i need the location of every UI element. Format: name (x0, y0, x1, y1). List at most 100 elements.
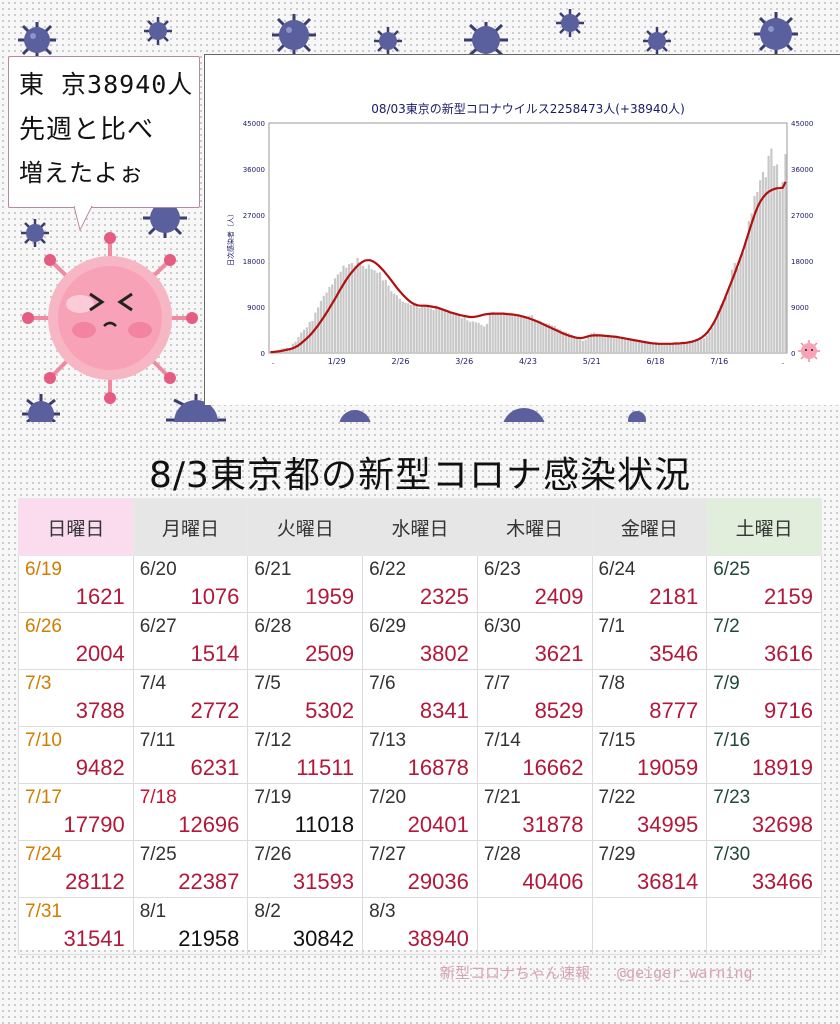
daily-case-bar (525, 316, 528, 353)
day-cell: 7/14 16662 (476, 726, 593, 784)
daily-case-bar (567, 333, 570, 353)
day-date: 7/16 (713, 730, 751, 751)
day-cell: 7/30 33466 (706, 840, 822, 898)
day-date: 6/19 (25, 559, 62, 580)
day-case-count: 20401 (407, 812, 469, 837)
virus-icon (503, 408, 545, 422)
daily-case-bar (531, 315, 534, 353)
x-tick-label: 1/29 (328, 357, 346, 366)
daily-case-bar (550, 325, 553, 353)
y-tick-label-right: 36000 (791, 166, 813, 174)
day-cell: 6/25 2159 (706, 555, 822, 613)
daily-case-bar (711, 327, 714, 353)
daily-case-bar (511, 315, 514, 353)
daily-case-bar (342, 265, 345, 353)
daily-case-bar (632, 339, 635, 353)
day-case-count: 1076 (190, 584, 240, 609)
day-case-count: 2409 (534, 584, 584, 609)
daily-case-bar (514, 315, 517, 353)
day-cell: 7/19 11018 (247, 783, 364, 841)
day-date: 8/3 (369, 901, 396, 922)
day-cell: 7/18 12696 (132, 783, 249, 841)
y-tick-label-right: 45000 (791, 120, 813, 128)
day-cell: 6/23 2409 (476, 555, 593, 613)
daily-case-bar (373, 270, 376, 353)
daily-case-bar (485, 323, 489, 353)
daily-case-bar (699, 339, 703, 353)
day-date: 7/20 (369, 787, 407, 808)
daily-case-bar (730, 269, 734, 353)
day-cell: 6/29 3802 (362, 612, 478, 670)
daily-case-bar (716, 310, 720, 353)
day-cell: 7/21 31878 (476, 783, 593, 841)
day-date: 7/26 (254, 844, 292, 865)
day-case-count: 22387 (178, 869, 240, 894)
daily-case-bar (432, 310, 435, 353)
day-case-count: 28112 (65, 869, 125, 894)
day-cell (476, 897, 593, 955)
daily-case-bar (494, 313, 497, 353)
daily-case-bar (491, 312, 494, 353)
day-cell: 7/22 34995 (591, 783, 708, 841)
daily-case-bar (418, 308, 421, 353)
day-cell: 7/29 36814 (591, 840, 708, 898)
daily-case-bar (604, 337, 607, 353)
table-row: 7/3 3788 7/4 2772 7/5 5302 7/6 8341 7/7 8529 7/8 87… (18, 669, 822, 727)
daily-case-bar (288, 347, 292, 353)
daily-case-bar (362, 265, 365, 353)
daily-case-bar (348, 264, 351, 353)
daily-case-bar (663, 344, 666, 353)
day-cell: 7/25 22387 (132, 840, 249, 898)
daily-case-bar (393, 293, 396, 353)
daily-case-bar (615, 336, 618, 353)
daily-case-bar (584, 339, 587, 353)
daily-case-bar (463, 315, 466, 353)
weekday-header: 金曜日 (591, 498, 708, 556)
daily-case-bar (471, 321, 475, 353)
weekday-header: 土曜日 (706, 498, 822, 556)
y-tick-label-right: 0 (791, 350, 795, 358)
day-date: 6/21 (254, 559, 292, 580)
calendar-table: 日曜日 月曜日 火曜日 水曜日 木曜日 金曜日 土曜日 6/19 1621 6/20… (18, 498, 822, 955)
day-case-count: 2181 (649, 584, 699, 609)
table-row: 6/19 1621 6/20 1076 6/21 1959 6/22 2325 6/23 2409… (18, 555, 822, 613)
day-case-count: 29036 (407, 869, 469, 894)
speech-line-2: 先週と比べ (19, 115, 155, 145)
day-case-count: 12696 (178, 812, 240, 837)
day-case-count: 18919 (751, 755, 813, 780)
daily-case-bar (652, 343, 655, 353)
daily-case-bar (556, 328, 559, 353)
y-tick-label-right: 27000 (791, 212, 813, 220)
day-case-count: 16878 (407, 755, 469, 780)
daily-case-bar (483, 326, 486, 353)
day-date: 7/21 (483, 787, 521, 808)
day-cell: 6/27 1514 (132, 612, 249, 670)
daily-case-bar (376, 272, 379, 353)
day-cell: 8/3 38940 (362, 897, 478, 955)
virus-icon (464, 22, 508, 58)
day-case-count: 21958 (178, 926, 240, 951)
daily-case-bar (576, 337, 579, 353)
daily-case-bar (564, 332, 568, 353)
day-case-count: 19059 (637, 755, 699, 780)
daily-case-bar (683, 343, 686, 353)
daily-case-bar (508, 312, 511, 353)
day-cell: 7/20 20401 (362, 783, 478, 841)
virus-icon (21, 219, 49, 247)
daily-case-bar (666, 343, 669, 353)
daily-case-bar (384, 279, 387, 353)
day-cell: 6/24 2181 (591, 555, 708, 613)
day-cell: 7/27 29036 (362, 840, 478, 898)
daily-case-bar (637, 341, 641, 353)
daily-case-bar (649, 342, 652, 353)
virus-icon (272, 14, 316, 56)
daily-case-bar (714, 320, 717, 353)
daily-case-bar (635, 340, 638, 353)
daily-case-bar (618, 337, 621, 353)
day-case-count: 32698 (751, 812, 813, 837)
day-cell: 7/11 6231 (132, 726, 249, 784)
day-date: 6/22 (369, 559, 407, 580)
daily-case-bar (722, 300, 725, 353)
day-case-count: 38940 (407, 926, 469, 951)
daily-case-bar (643, 342, 646, 353)
